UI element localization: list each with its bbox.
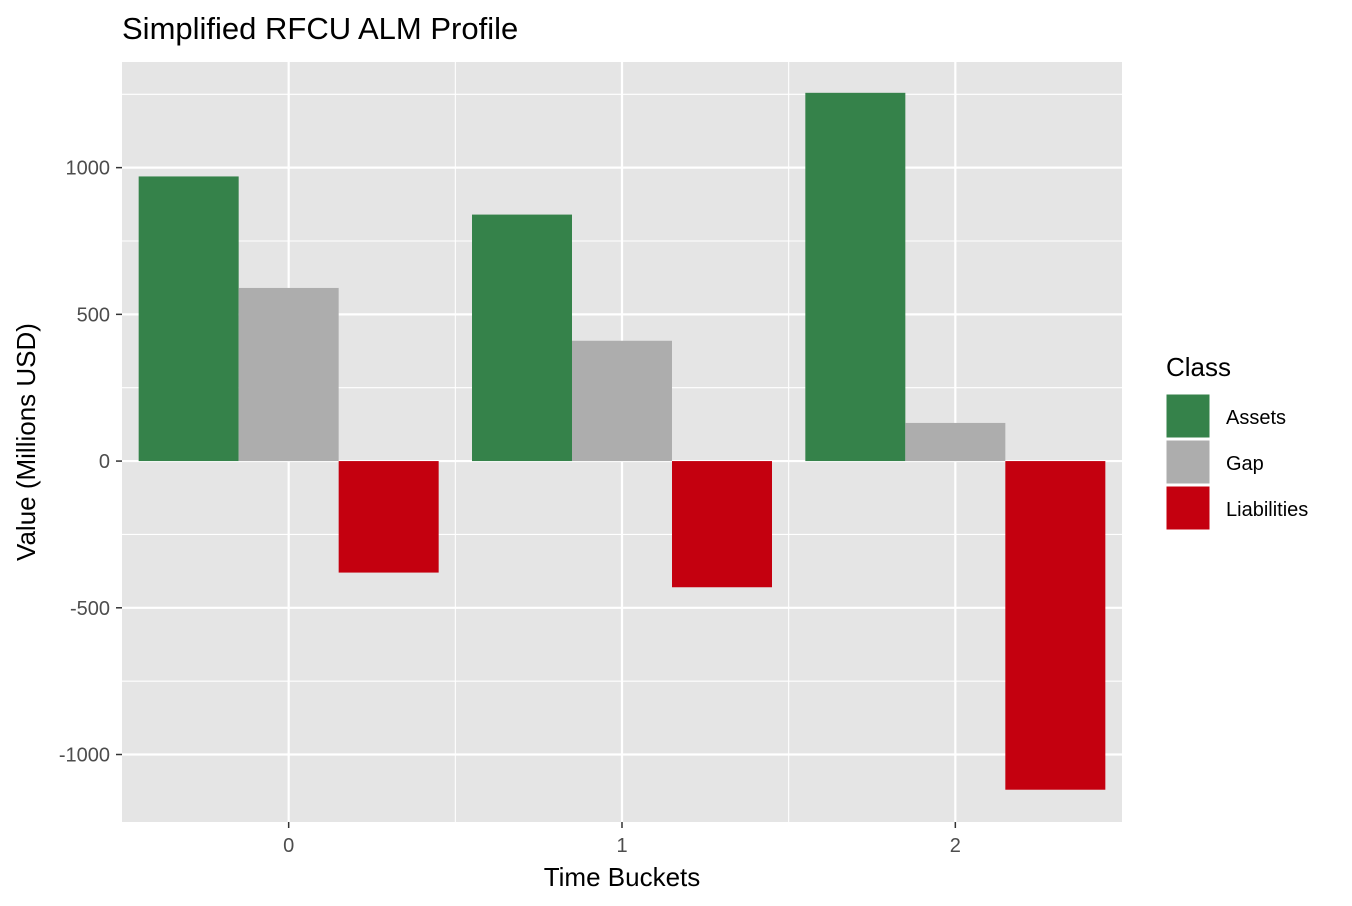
- legend-title: Class: [1166, 352, 1231, 382]
- bar-gap-0: [238, 287, 339, 462]
- chart-title: Simplified RFCU ALM Profile: [122, 11, 518, 46]
- bar-gap-2: [905, 422, 1006, 462]
- y-axis-title: Value (Millions USD): [11, 323, 41, 561]
- bar-liabilities-1: [672, 461, 772, 588]
- y-tick-label: 0: [99, 451, 110, 473]
- x-axis-title: Time Buckets: [544, 862, 701, 892]
- bar-liabilities-0: [338, 461, 439, 573]
- bar-assets-0: [138, 176, 239, 462]
- legend-label-gap: Gap: [1226, 453, 1264, 475]
- legend-label-liabilities: Liabilities: [1226, 499, 1308, 521]
- y-tick-label: -1000: [59, 745, 110, 767]
- bar-gap-1: [572, 340, 672, 462]
- bar-assets-2: [805, 92, 906, 462]
- bar-assets-1: [472, 214, 572, 462]
- legend-key-assets: [1165, 393, 1211, 439]
- y-tick-label: 1000: [66, 158, 111, 180]
- y-axis: -1000 -500 0 500 1000: [59, 158, 122, 767]
- legend: Class Assets Gap Liabilities: [1165, 352, 1308, 531]
- y-tick-label: 500: [77, 304, 110, 326]
- legend-label-assets: Assets: [1226, 407, 1286, 429]
- x-tick-label: 2: [950, 835, 961, 857]
- legend-key-gap: [1165, 439, 1211, 485]
- bar-liabilities-2: [1005, 461, 1106, 790]
- x-tick-label: 0: [283, 835, 294, 857]
- x-axis: 0 1 2: [283, 822, 961, 857]
- y-tick-label: -500: [70, 598, 110, 620]
- bars: [138, 92, 1106, 790]
- x-tick-label: 1: [616, 835, 627, 857]
- legend-key-liabilities: [1165, 485, 1211, 531]
